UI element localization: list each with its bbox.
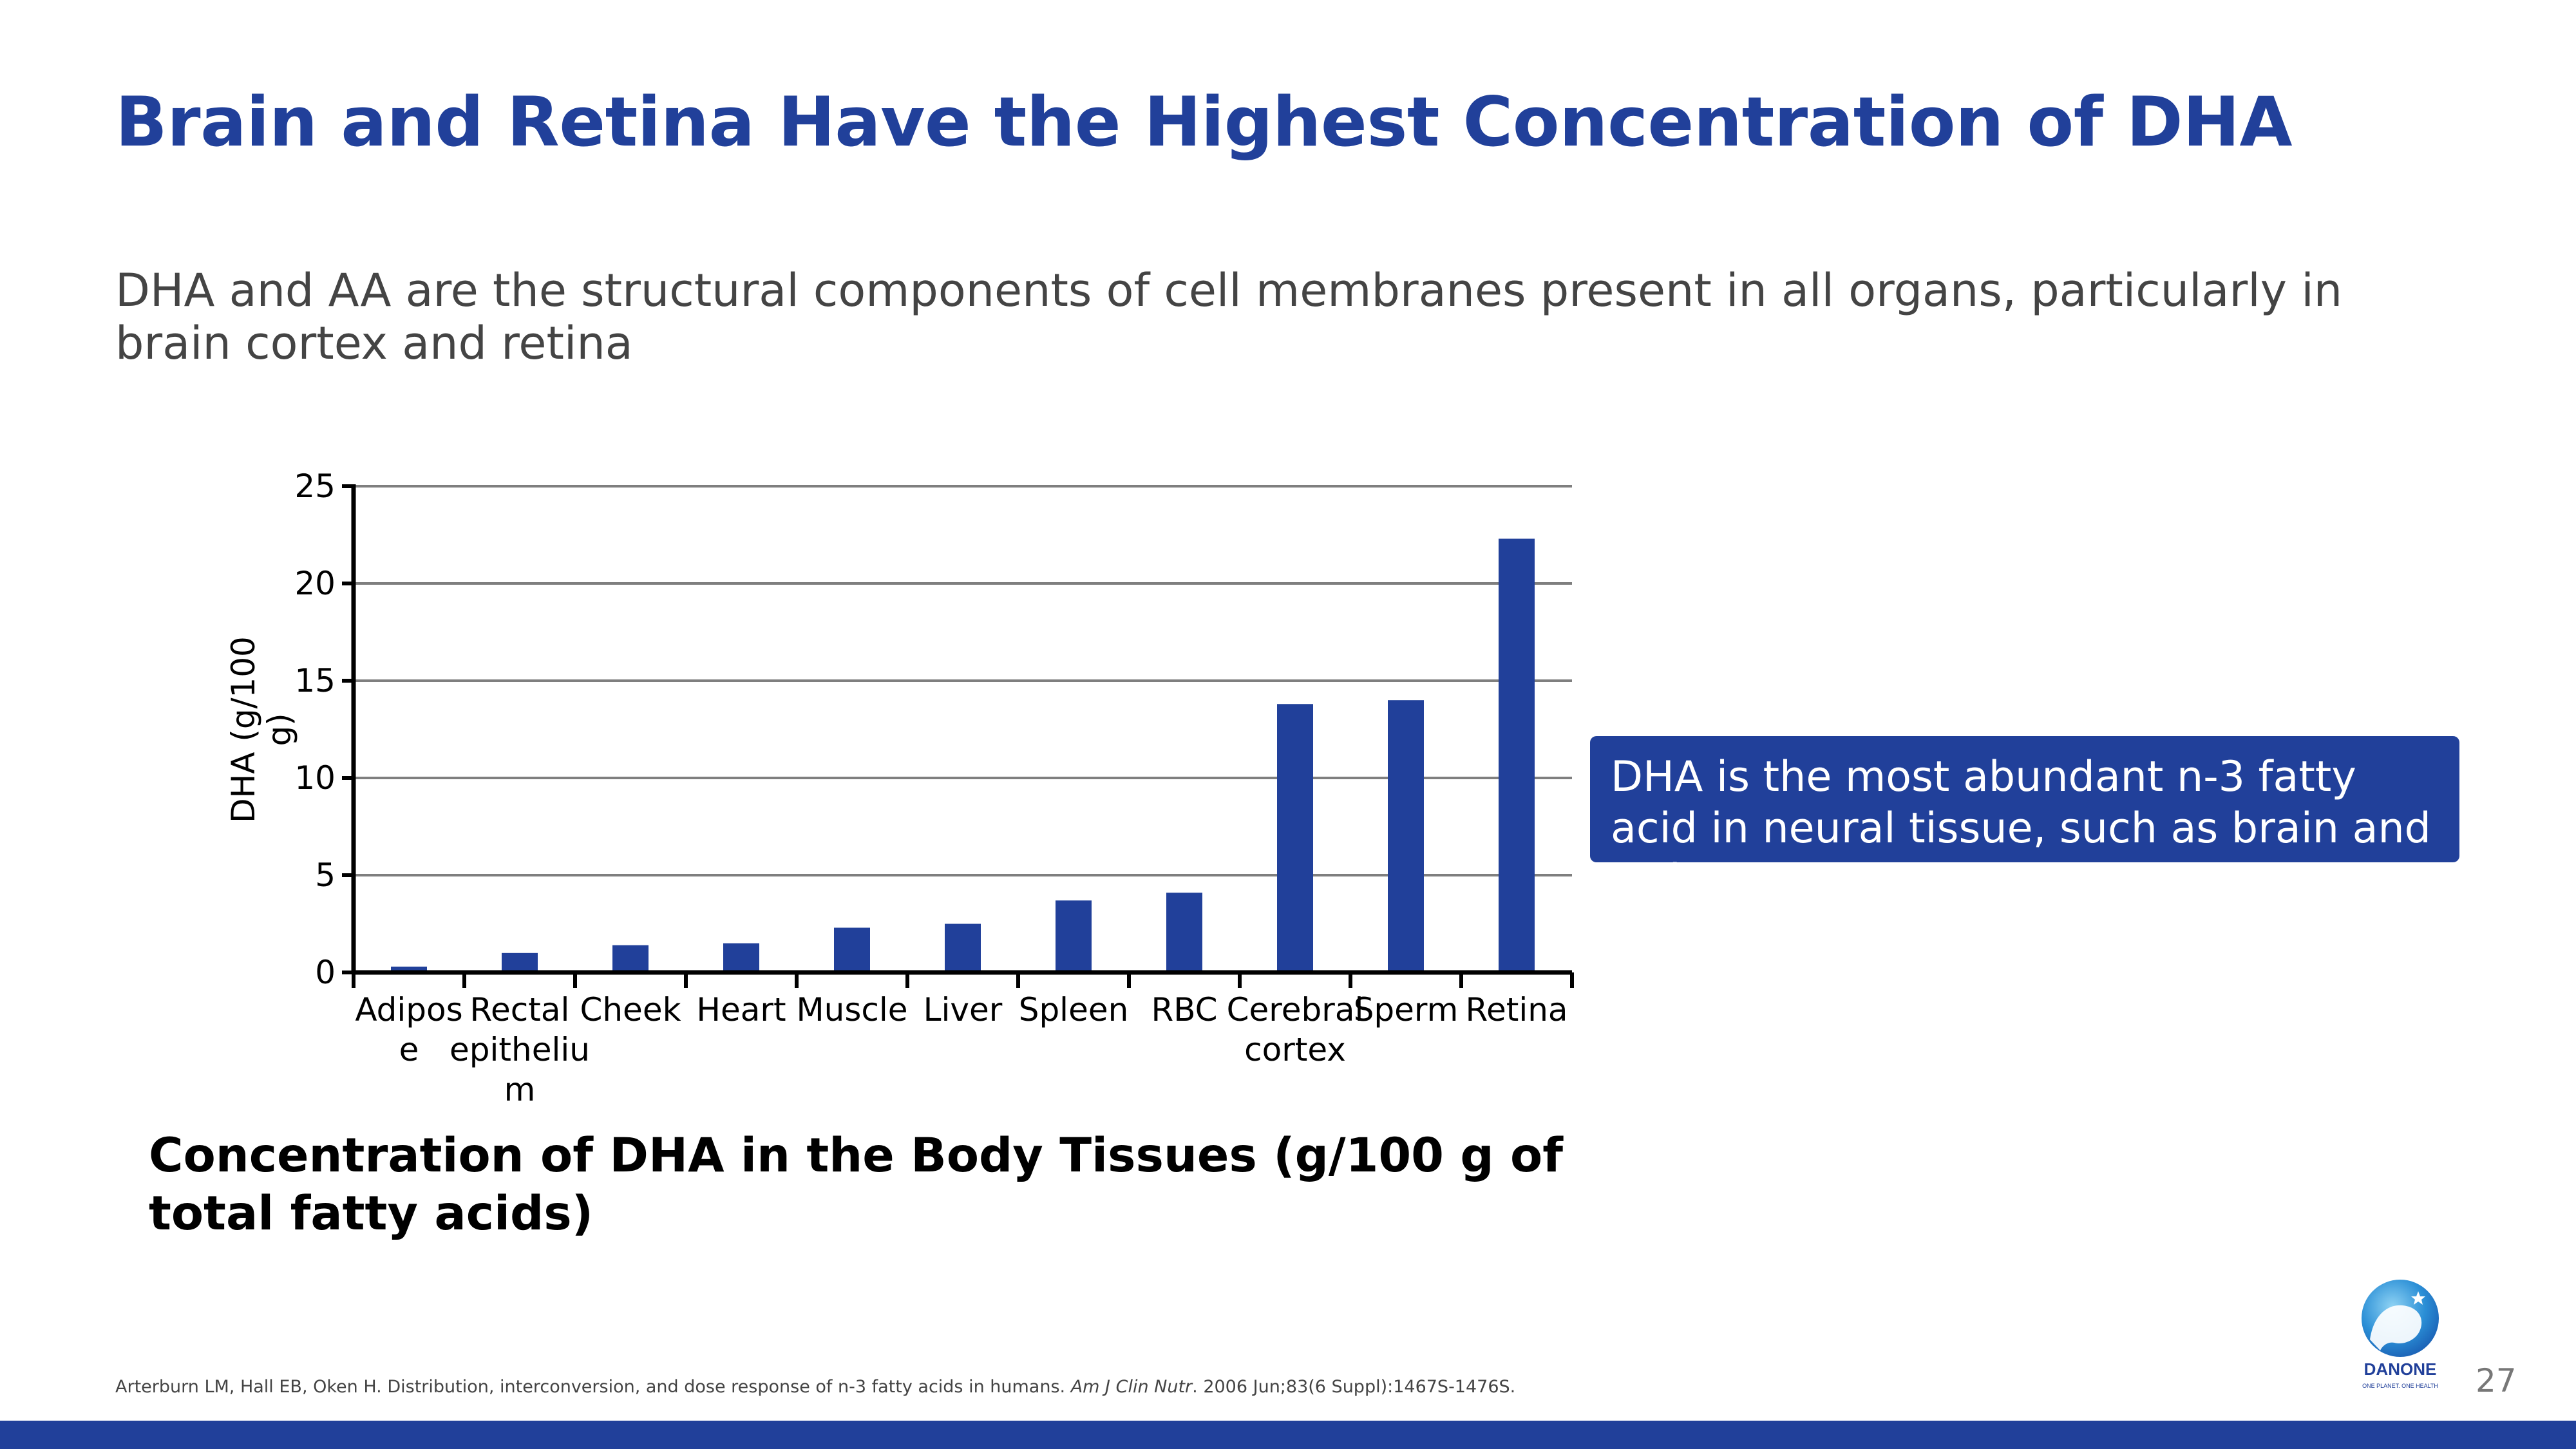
callout-box: DHA is the most abundant n-3 fatty acid … <box>1590 736 2459 904</box>
x-category-label-line: Retina <box>1465 991 1567 1028</box>
y-axis-label-line: g) <box>261 713 298 746</box>
x-category-label: Sperm <box>1354 991 1459 1028</box>
x-category-label-line: Rectal <box>470 991 570 1028</box>
page-number: 27 <box>2476 1362 2517 1399</box>
x-category-label: Heart <box>696 991 786 1028</box>
y-axis-label: DHA (g/100g) <box>225 636 298 823</box>
bar-spleen <box>1056 900 1092 972</box>
bar-retina <box>1499 538 1535 972</box>
bar-cerebral-cortex <box>1277 704 1313 972</box>
chart-caption: Concentration of DHA in the Body Tissues… <box>149 1128 1563 1241</box>
citation-authors: Arterburn LM, Hall EB, Oken H. Distribut… <box>115 1377 1071 1397</box>
slide-subtitle: DHA and AA are the structural components… <box>115 264 2343 370</box>
bar-cheek <box>612 945 649 972</box>
logo-brand: DANONE <box>2364 1359 2437 1379</box>
bar-sperm <box>1388 700 1424 972</box>
x-category-label-line: Cheek <box>580 991 681 1028</box>
x-category-label-line: Cerebral <box>1227 991 1364 1028</box>
y-tick-label: 25 <box>294 468 336 505</box>
x-category-label-line: epitheliu <box>450 1031 590 1068</box>
x-category-label-line: RBC <box>1151 991 1217 1028</box>
slide-title: Brain and Retina Have the Highest Concen… <box>115 82 2293 162</box>
x-category-label: Muscle <box>796 991 907 1028</box>
child-silhouette-icon <box>2370 1305 2422 1350</box>
x-category-label-line: Muscle <box>796 991 907 1028</box>
x-category-label: Cerebral cortex <box>1227 991 1364 1068</box>
bar-rectal-epithelium <box>502 952 538 972</box>
y-tick-label: 0 <box>315 954 336 991</box>
x-category-label: Cheek <box>580 991 681 1028</box>
footer-bar <box>0 1421 2576 1449</box>
danone-logo: DANONE ONE PLANET. ONE HEALTH <box>2357 1278 2444 1396</box>
x-category-label: Rectal epitheliu m <box>450 991 590 1108</box>
bar-liver <box>945 923 981 972</box>
bar-muscle <box>834 927 870 972</box>
y-axis-label-line: DHA (g/100 <box>225 636 262 823</box>
star-icon <box>2411 1291 2425 1305</box>
y-tick-label: 10 <box>294 759 336 797</box>
citation-journal: Am J Clin Nutr <box>1070 1377 1193 1397</box>
x-category-label-line: Spleen <box>1019 991 1129 1028</box>
bar-heart <box>723 943 759 972</box>
callout-text: DHA is the most abundant n-3 fatty acid … <box>1611 753 2431 904</box>
bar-adipose <box>391 966 427 972</box>
y-tick-label: 20 <box>294 565 336 602</box>
x-category-label-line: m <box>504 1071 536 1108</box>
x-category-label: Adipos e <box>355 991 462 1068</box>
citation-details: . 2006 Jun;83(6 Suppl):1467S-1476S. <box>1192 1377 1516 1397</box>
logo-tagline: ONE PLANET. ONE HEALTH <box>2362 1383 2438 1389</box>
x-category-label: RBC <box>1151 991 1217 1028</box>
x-category-label: Spleen <box>1019 991 1129 1028</box>
x-category-label-line: Adipos <box>355 991 462 1028</box>
x-category-label-line: e <box>399 1031 419 1068</box>
x-category-label-line: Heart <box>696 991 786 1028</box>
citation: Arterburn LM, Hall EB, Oken H. Distribut… <box>115 1377 1515 1397</box>
bar-rbc <box>1166 893 1202 972</box>
x-category-label-line: Sperm <box>1354 991 1459 1028</box>
y-tick-label: 5 <box>315 857 336 894</box>
x-category-label: Liver <box>923 991 1003 1028</box>
x-category-label: Retina <box>1465 991 1567 1028</box>
x-category-label-line: cortex <box>1244 1031 1346 1068</box>
y-tick-label: 15 <box>294 662 336 699</box>
x-category-label-line: Liver <box>923 991 1003 1028</box>
